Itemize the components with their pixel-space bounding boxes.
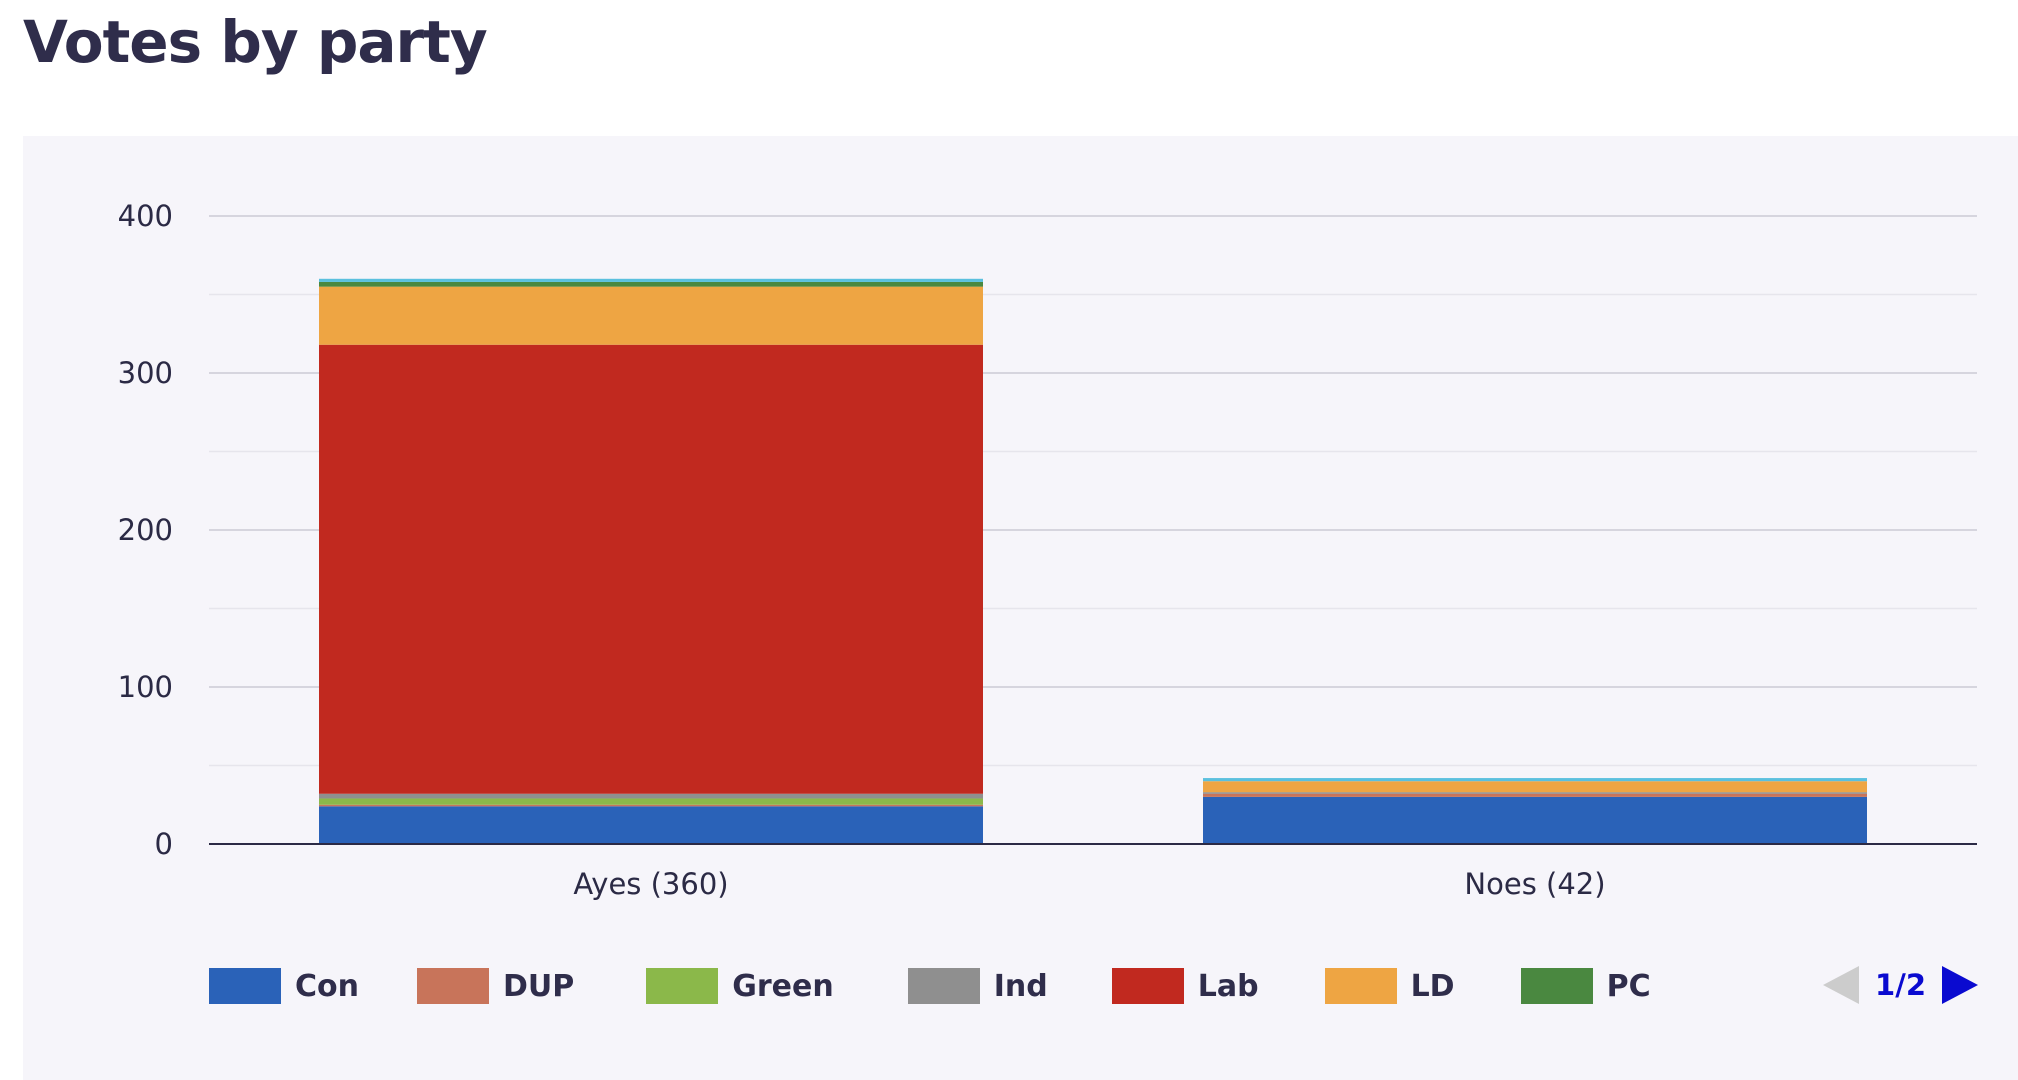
- legend-swatch: [1520, 968, 1593, 1004]
- legend-item-ld[interactable]: LD: [1324, 968, 1455, 1004]
- legend-swatch: [209, 968, 281, 1004]
- bar-segment-dup: [319, 804, 983, 807]
- legend-swatch: [907, 968, 980, 1004]
- legend-label: LD: [1410, 968, 1455, 1004]
- legend-item-dup[interactable]: DUP: [416, 968, 575, 1004]
- y-tick-label: 100: [118, 670, 173, 704]
- bar-segment-other: [1203, 778, 1867, 782]
- legend-swatch: [416, 968, 489, 1004]
- chart-panel: 0 100 200 300 400 Ayes (360) Noes (42) Con DUP G…: [23, 136, 2018, 1080]
- legend-item-ind[interactable]: Ind: [907, 968, 1048, 1004]
- page-title: Votes by party: [23, 8, 488, 76]
- bar-segment-ld: [319, 286, 983, 345]
- bar-segment-dup: [1203, 793, 1867, 797]
- legend-swatch: [1324, 968, 1397, 1004]
- y-tick-label: 200: [118, 513, 173, 547]
- bar-segment-other: [319, 278, 983, 282]
- legend-swatch: [646, 968, 719, 1004]
- bar-segment-ind: [1203, 792, 1867, 794]
- chart-legend: Con DUP Green Ind Lab LD PC: [209, 968, 1651, 1004]
- legend-pager: 1/2: [1823, 966, 1978, 1004]
- bar-segment-con: [1203, 796, 1867, 844]
- page-indicator: 1/2: [1875, 968, 1926, 1002]
- bar-segment-lab: [319, 344, 983, 794]
- legend-item-con[interactable]: Con: [209, 968, 359, 1004]
- bar-segment-green: [319, 798, 983, 805]
- previous-page-icon[interactable]: [1823, 966, 1860, 1004]
- legend-label: Green: [732, 968, 834, 1004]
- legend-label: DUP: [502, 968, 575, 1004]
- bar-segment-ld: [1203, 781, 1867, 793]
- y-tick-label: 300: [118, 356, 173, 390]
- legend-item-pc[interactable]: PC: [1520, 968, 1651, 1004]
- bar-segment-con: [319, 806, 983, 844]
- legend-swatch: [1111, 968, 1184, 1004]
- legend-label: Ind: [993, 968, 1048, 1004]
- legend-item-green[interactable]: Green: [646, 968, 834, 1004]
- bar-segment-pc: [319, 281, 983, 287]
- legend-label: Con: [295, 968, 359, 1004]
- legend-label: PC: [1606, 968, 1651, 1004]
- bar-segment-ind: [319, 793, 983, 799]
- x-category-label: Noes (42): [1464, 867, 1605, 901]
- y-tick-label: 400: [118, 199, 173, 233]
- next-page-icon[interactable]: [1942, 966, 1978, 1004]
- votes-bar-chart: 0 100 200 300 400 Ayes (360) Noes (42): [118, 199, 1977, 901]
- x-category-label: Ayes (360): [573, 867, 728, 901]
- legend-label: Lab: [1197, 968, 1259, 1004]
- legend-item-lab[interactable]: Lab: [1111, 968, 1259, 1004]
- y-tick-label: 0: [155, 827, 173, 861]
